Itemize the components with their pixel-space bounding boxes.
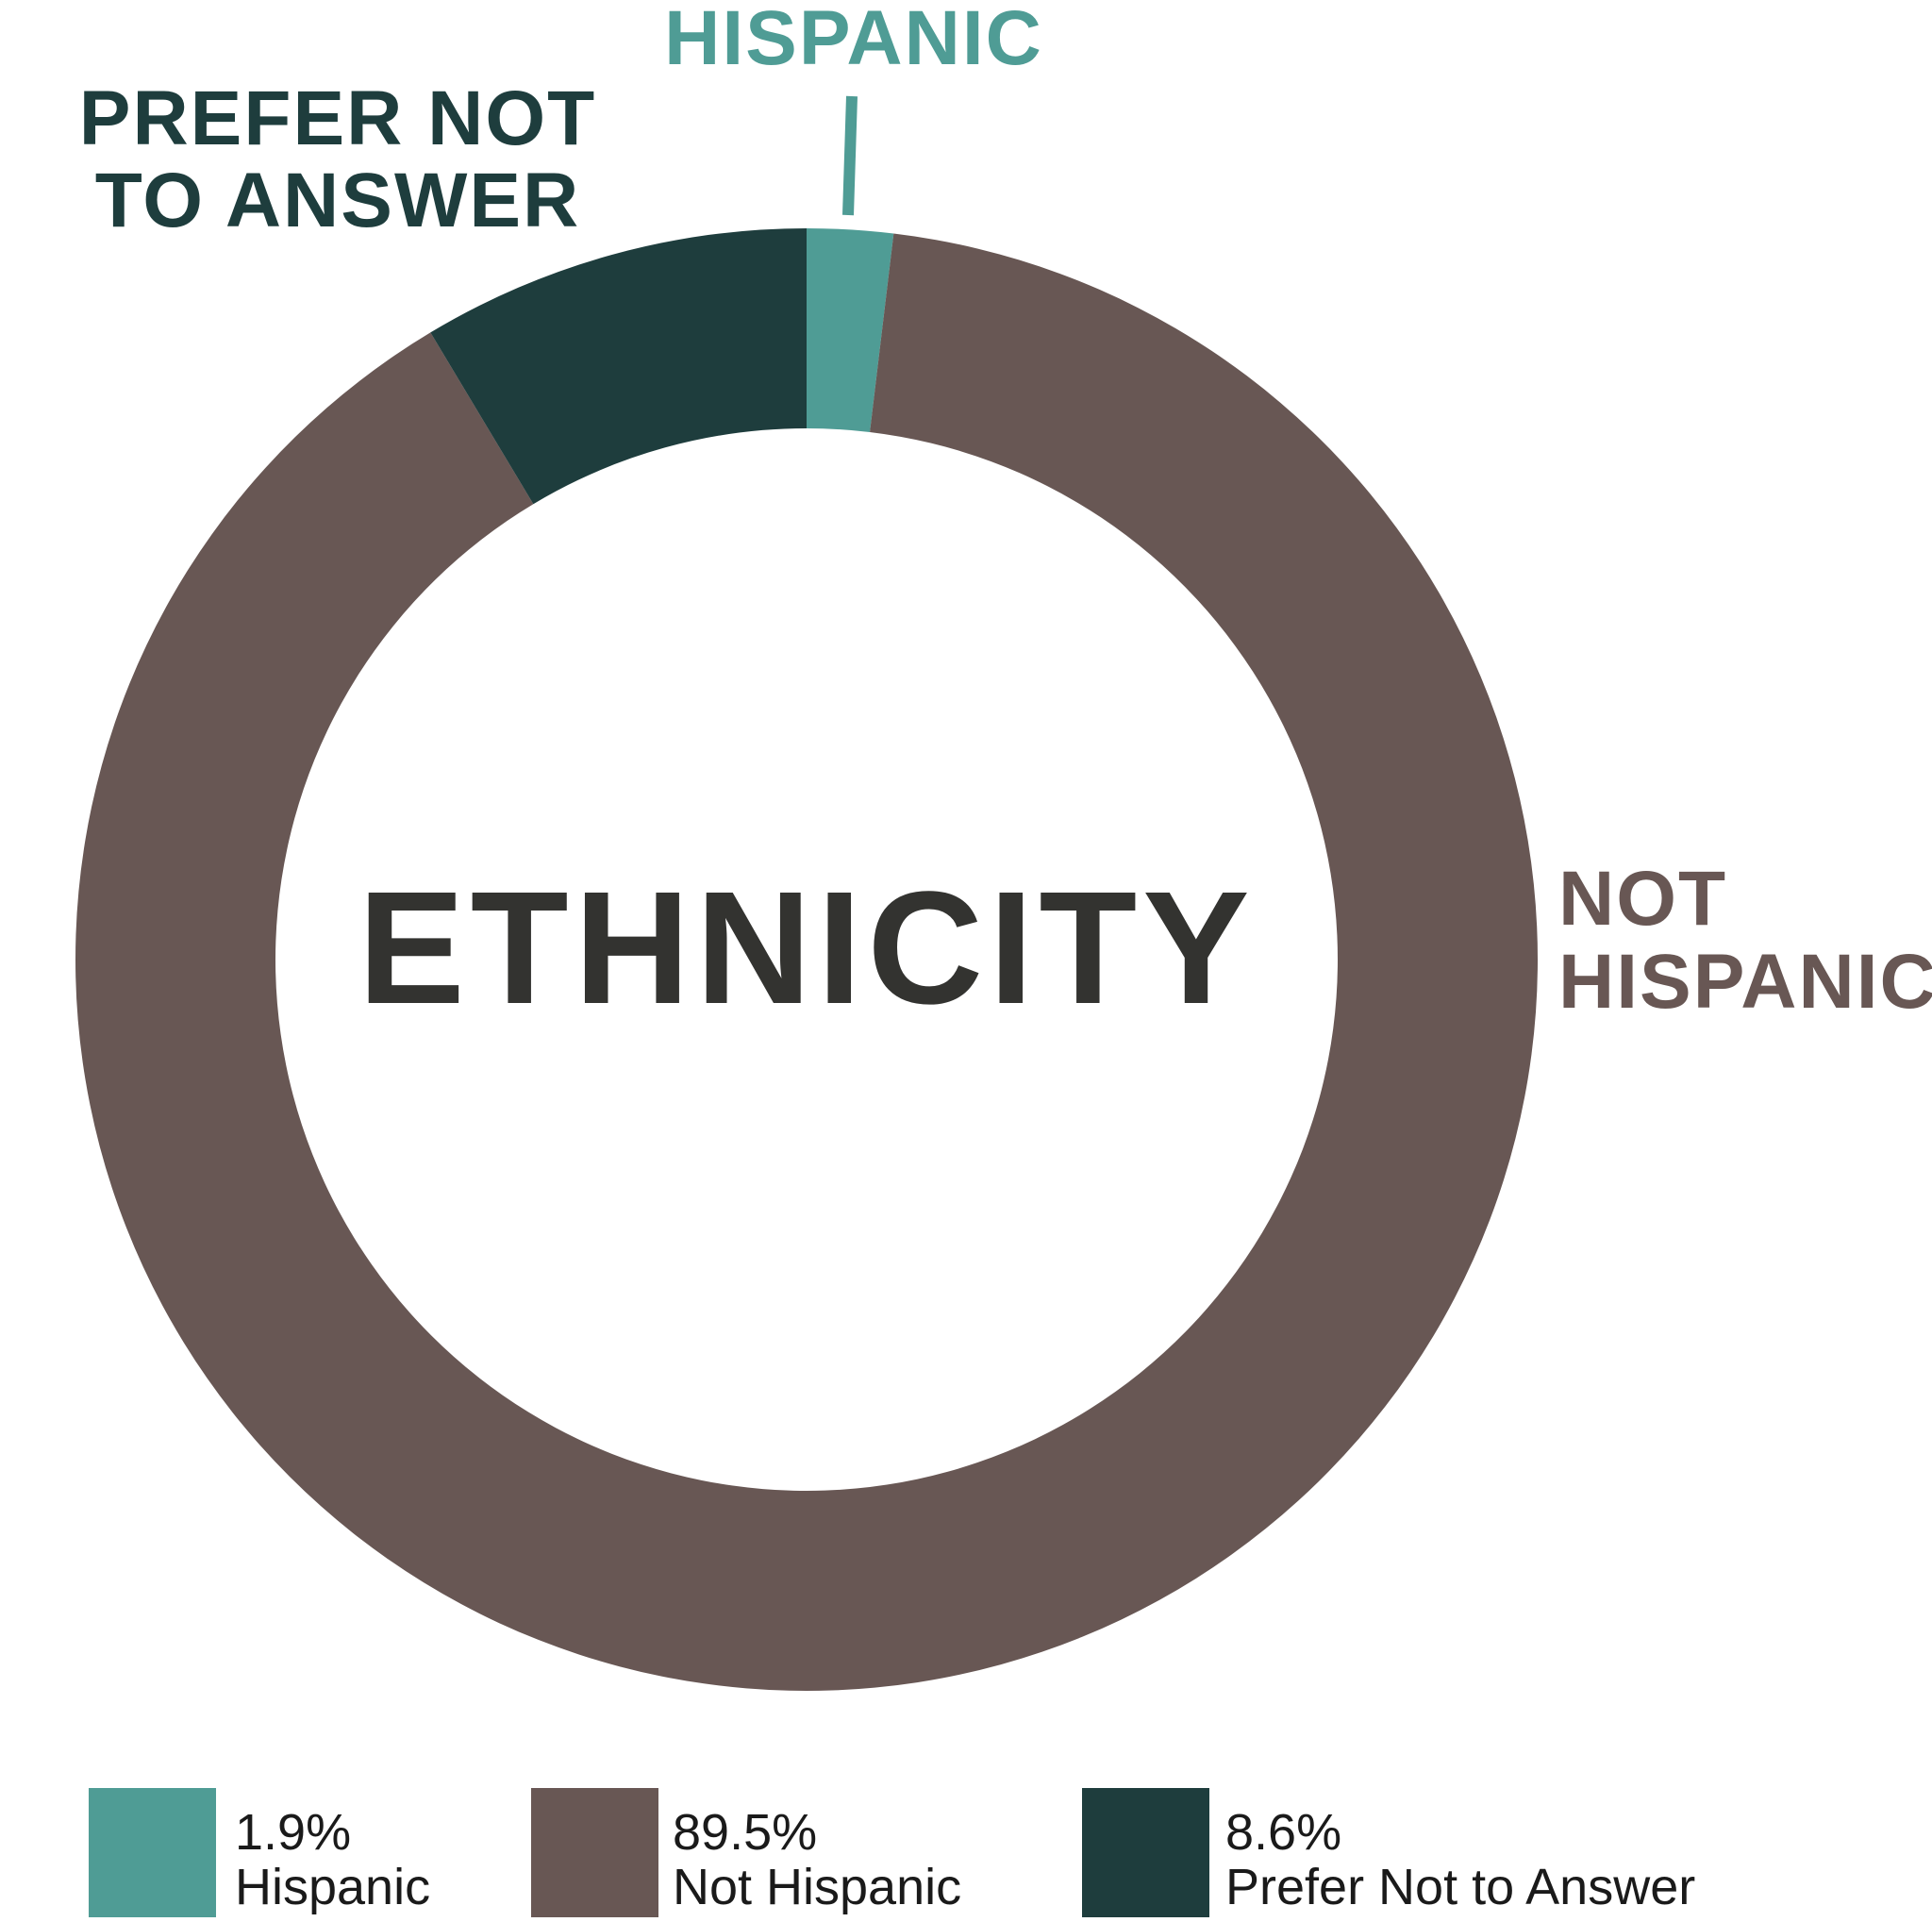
legend-label-prefer-not: Prefer Not to Answer: [1225, 1859, 1696, 1915]
legend-label-not-hispanic: Not Hispanic: [673, 1859, 962, 1915]
legend-value-not-hispanic: 89.5%: [673, 1804, 818, 1861]
legend-label-hispanic: Hispanic: [235, 1859, 431, 1915]
hispanic-leader-line: [842, 95, 858, 216]
legend-swatch-hispanic: [89, 1788, 216, 1917]
legend-swatch-prefer-not: [1082, 1788, 1209, 1917]
callout-prefer-line1: PREFER NOT: [79, 75, 596, 161]
legend-value-prefer-not: 8.6%: [1225, 1804, 1342, 1861]
callout-hispanic: HISPANIC: [664, 0, 1043, 81]
legend-swatch-not-hispanic: [531, 1788, 658, 1917]
legend-text-prefer-not: 8.6% Prefer Not to Answer: [1225, 1805, 1695, 1914]
slice-hispanic: [807, 228, 894, 433]
legend-value-hispanic: 1.9%: [235, 1804, 352, 1861]
legend-text-hispanic: 1.9% Hispanic: [235, 1805, 430, 1914]
slice-prefer-not-to-answer: [430, 228, 807, 505]
legend: 1.9% Hispanic 89.5% Not Hispanic 8.6% Pr…: [0, 1788, 1932, 1922]
legend-text-not-hispanic: 89.5% Not Hispanic: [673, 1805, 961, 1914]
donut-slices: [75, 228, 1538, 1691]
chart-title: ETHNICITY: [358, 859, 1255, 1038]
callout-not-hispanic-line1: NOT: [1558, 856, 1727, 942]
callout-not-hispanic-line2: HISPANIC: [1558, 939, 1932, 1025]
callout-prefer-line2: TO ANSWER: [95, 158, 581, 243]
